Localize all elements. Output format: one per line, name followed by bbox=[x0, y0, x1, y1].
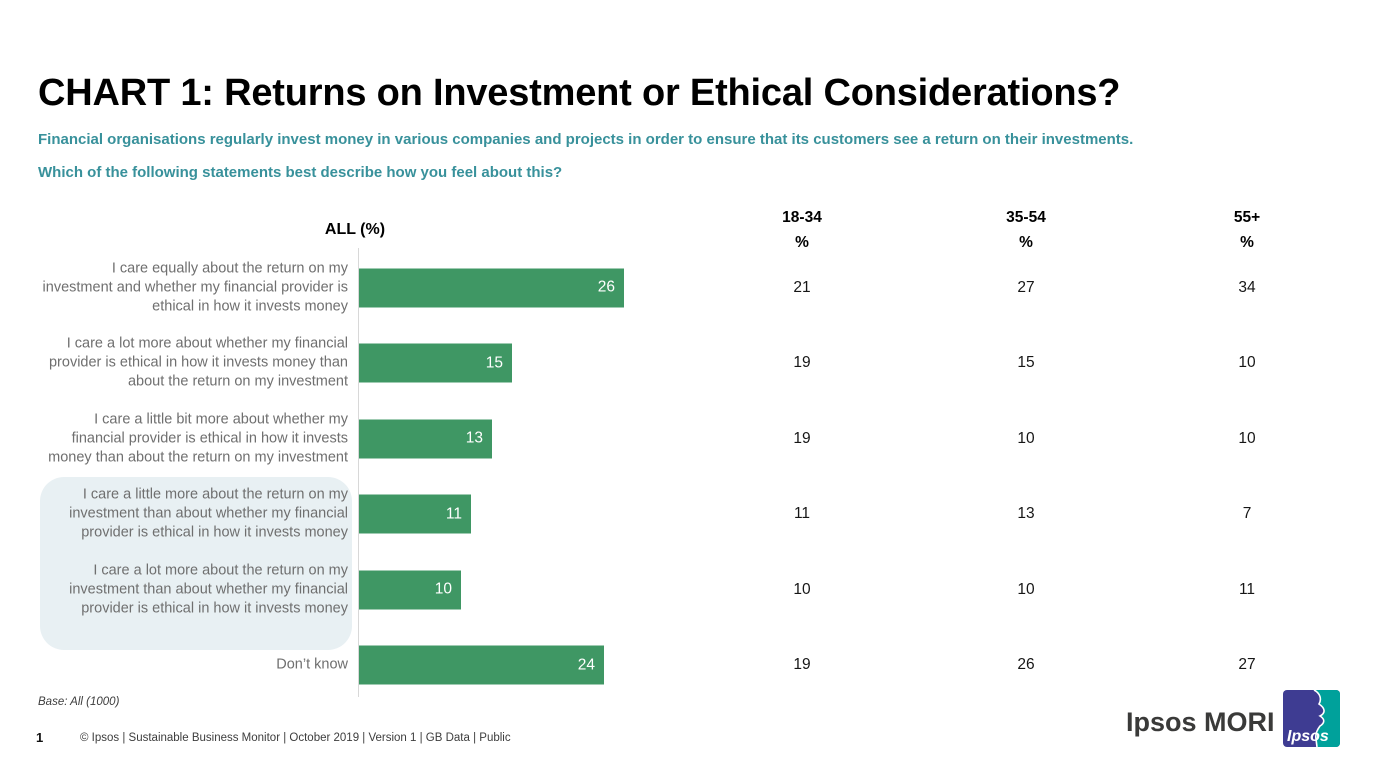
bar: 15 bbox=[359, 343, 512, 383]
age-value: 27 bbox=[1017, 278, 1035, 296]
bar: 26 bbox=[359, 268, 624, 308]
bar-value-label: 10 bbox=[434, 580, 452, 598]
bar-value-label: 26 bbox=[597, 278, 615, 296]
column-header-all: ALL (%) bbox=[324, 221, 386, 238]
age-value: 13 bbox=[1017, 505, 1035, 523]
row-label: I care equally about the return on my in… bbox=[42, 260, 348, 315]
age-range-label: 35-54 bbox=[1006, 209, 1046, 226]
age-value: 11 bbox=[1238, 580, 1256, 598]
chart-row: I care equally about the return on my in… bbox=[0, 250, 1376, 326]
age-value: 10 bbox=[793, 580, 811, 598]
chart-row: I care a little more about the return on… bbox=[0, 477, 1376, 553]
axis-line bbox=[358, 248, 359, 697]
ipsos-logo: Ipsos bbox=[1283, 690, 1340, 747]
age-value: 27 bbox=[1238, 656, 1256, 674]
footer-text: © Ipsos | Sustainable Business Monitor |… bbox=[80, 732, 511, 744]
chart-row: Don’t know 24 19 26 27 bbox=[0, 628, 1376, 704]
percent-sign: % bbox=[1240, 234, 1254, 251]
age-range-label: 55+ bbox=[1233, 209, 1261, 226]
subtitle-line-2: Which of the following statements best d… bbox=[38, 164, 563, 181]
bar-value-label: 24 bbox=[577, 656, 595, 674]
page-title: CHART 1: Returns on Investment or Ethica… bbox=[38, 72, 1121, 114]
age-value: 15 bbox=[1017, 354, 1035, 372]
logo-wordmark: Ipsos bbox=[1287, 728, 1329, 745]
bar: 13 bbox=[359, 419, 492, 459]
age-value: 11 bbox=[793, 505, 811, 523]
age-value: 10 bbox=[1238, 354, 1256, 372]
brand-wordmark: Ipsos MORI bbox=[1126, 707, 1275, 737]
row-label: I care a lot more about whether my finan… bbox=[48, 335, 348, 390]
column-header-35-54: 35-54 % bbox=[980, 205, 1072, 255]
column-header-55plus: 55+ % bbox=[1201, 205, 1293, 255]
row-label: I care a lot more about the return on my… bbox=[69, 562, 348, 617]
chart-row: I care a lot more about whether my finan… bbox=[0, 326, 1376, 402]
highlight-box bbox=[40, 477, 352, 650]
page-number: 1 bbox=[36, 730, 44, 745]
age-value: 21 bbox=[793, 278, 811, 296]
bar-value-label: 15 bbox=[485, 354, 503, 372]
age-value: 26 bbox=[1017, 656, 1035, 674]
age-range-label: 18-34 bbox=[782, 209, 822, 226]
row-label: Don’t know bbox=[276, 656, 348, 673]
age-value: 19 bbox=[793, 354, 811, 372]
row-label: I care a little more about the return on… bbox=[69, 486, 348, 541]
age-value: 19 bbox=[793, 656, 811, 674]
face-profile-outline bbox=[1313, 690, 1325, 747]
age-value: 19 bbox=[793, 429, 811, 447]
chart-row: I care a lot more about the return on my… bbox=[0, 552, 1376, 628]
bar: 10 bbox=[359, 570, 461, 610]
base-note: Base: All (1000) bbox=[38, 696, 120, 708]
age-value: 34 bbox=[1238, 278, 1256, 296]
age-value: 10 bbox=[1238, 429, 1256, 447]
age-value: 10 bbox=[1017, 580, 1035, 598]
bar: 24 bbox=[359, 645, 604, 685]
column-header-18-34: 18-34 % bbox=[756, 205, 848, 255]
age-value: 7 bbox=[1242, 505, 1252, 523]
bar-value-label: 13 bbox=[465, 429, 483, 447]
subtitle-line-1: Financial organisations regularly invest… bbox=[38, 131, 1134, 148]
age-value: 10 bbox=[1017, 429, 1035, 447]
bar-chart: I care equally about the return on my in… bbox=[0, 250, 1376, 703]
chart-row: I care a little bit more about whether m… bbox=[0, 401, 1376, 477]
bar-value-label: 11 bbox=[445, 505, 462, 523]
percent-sign: % bbox=[795, 234, 809, 251]
bar: 11 bbox=[359, 494, 471, 534]
percent-sign: % bbox=[1019, 234, 1033, 251]
row-label: I care a little bit more about whether m… bbox=[48, 411, 348, 466]
